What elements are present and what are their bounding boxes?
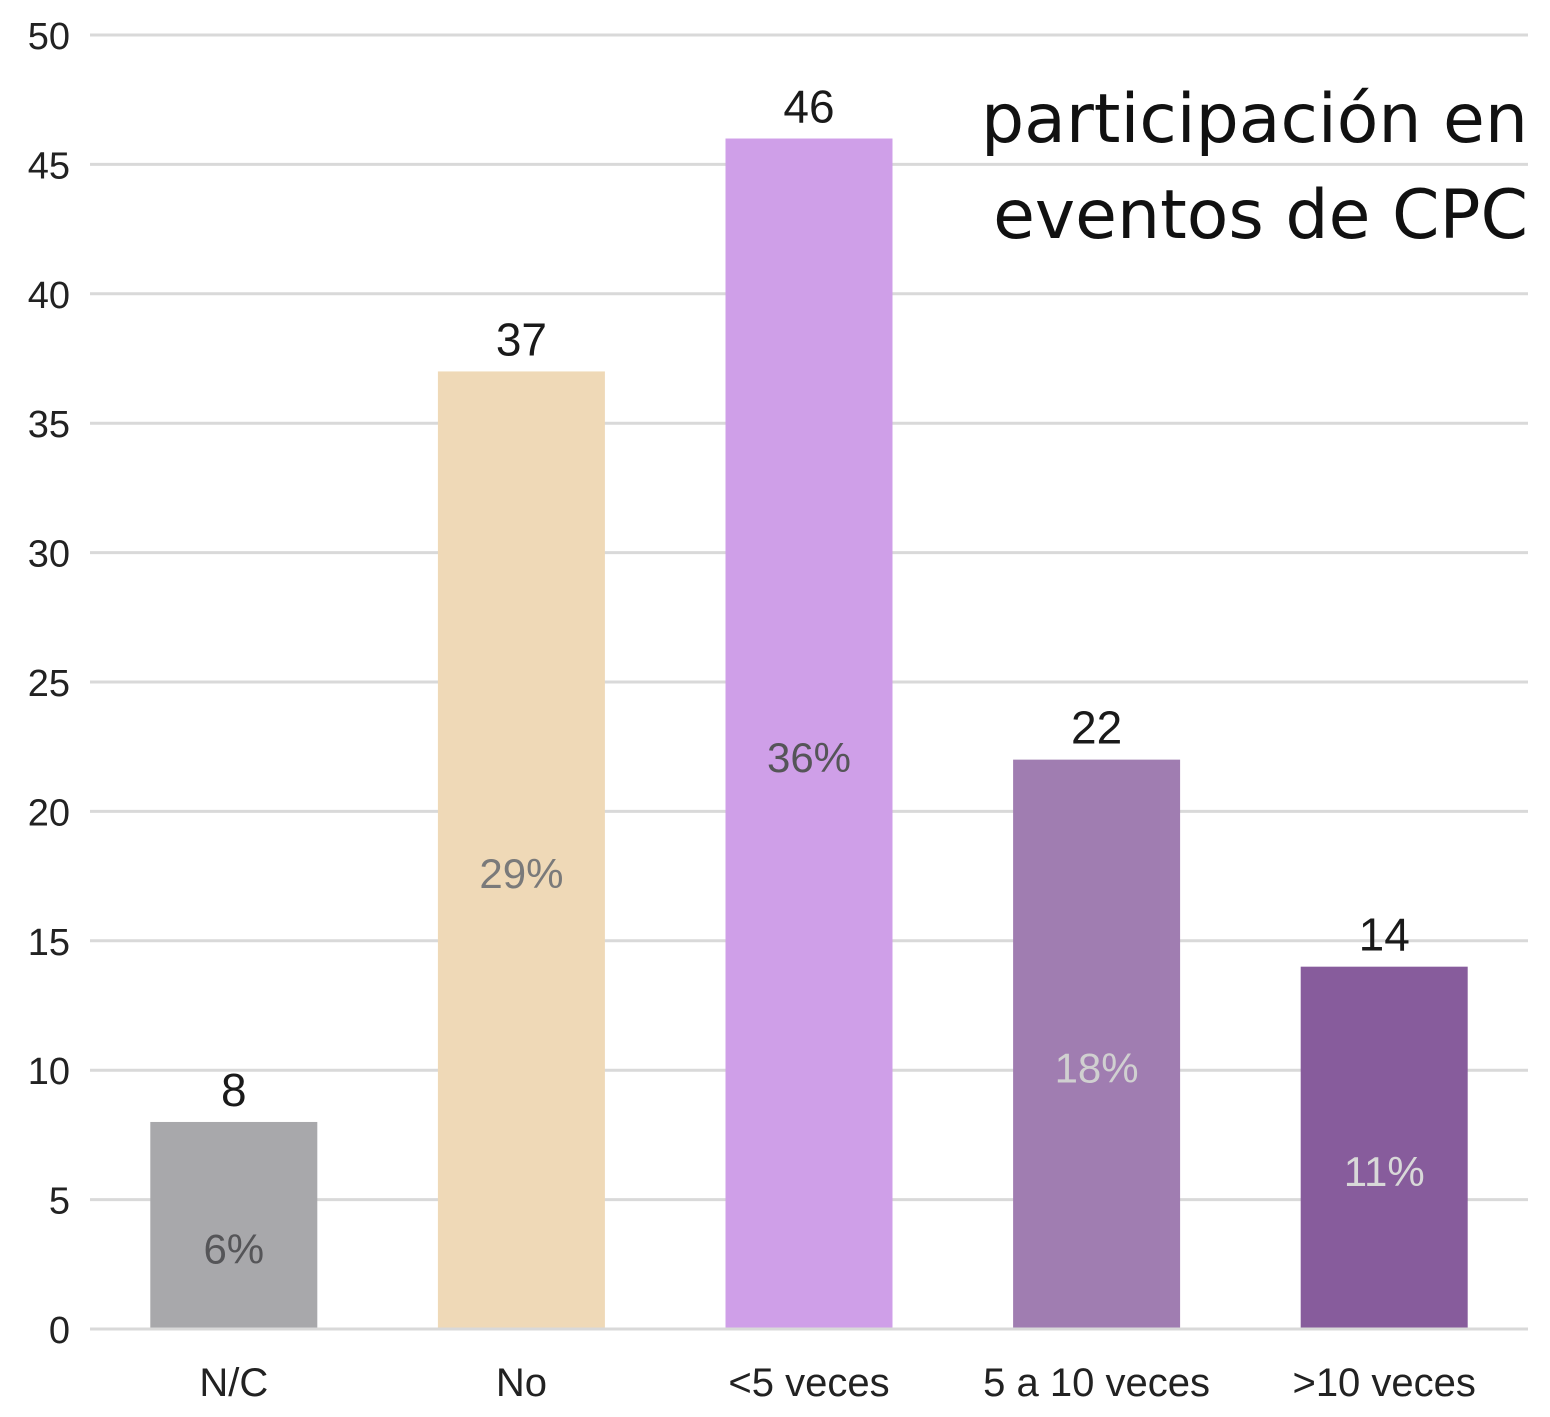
x-tick-label: >10 veces	[1292, 1361, 1475, 1405]
chart-title-line-2: eventos de CPC	[993, 176, 1528, 255]
y-tick-label: 30	[28, 534, 70, 576]
value-label: 46	[783, 81, 834, 133]
value-label: 8	[221, 1064, 247, 1116]
chart-title-line-1: participación en	[981, 80, 1528, 159]
percent-label: 36%	[767, 734, 851, 781]
percent-label: 11%	[1344, 1148, 1425, 1195]
bar	[1300, 966, 1468, 1329]
y-tick-label: 10	[28, 1051, 70, 1093]
y-tick-label: 25	[28, 663, 70, 705]
percent-label: 29%	[479, 850, 563, 897]
value-label: 37	[496, 313, 547, 365]
chart-title: participación en eventos de CPC	[981, 72, 1528, 264]
percent-label: 6%	[203, 1225, 264, 1272]
bar	[1013, 759, 1181, 1329]
bar	[725, 138, 893, 1329]
bar	[150, 1121, 318, 1329]
x-tick-label: No	[496, 1361, 547, 1405]
value-label: 14	[1359, 909, 1410, 961]
y-tick-label: 0	[49, 1310, 70, 1352]
y-tick-label: 40	[28, 275, 70, 317]
x-tick-label: N/C	[199, 1361, 268, 1405]
y-tick-label: 50	[28, 16, 70, 58]
percent-label: 18%	[1055, 1044, 1139, 1091]
value-label: 22	[1071, 702, 1122, 754]
y-tick-label: 15	[28, 922, 70, 964]
y-tick-label: 5	[49, 1181, 70, 1223]
y-tick-label: 35	[28, 404, 70, 446]
y-tick-label: 20	[28, 792, 70, 834]
y-tick-label: 45	[28, 145, 70, 187]
x-tick-label: <5 veces	[728, 1361, 889, 1405]
x-tick-label: 5 a 10 veces	[983, 1361, 1210, 1405]
bar	[437, 371, 605, 1329]
